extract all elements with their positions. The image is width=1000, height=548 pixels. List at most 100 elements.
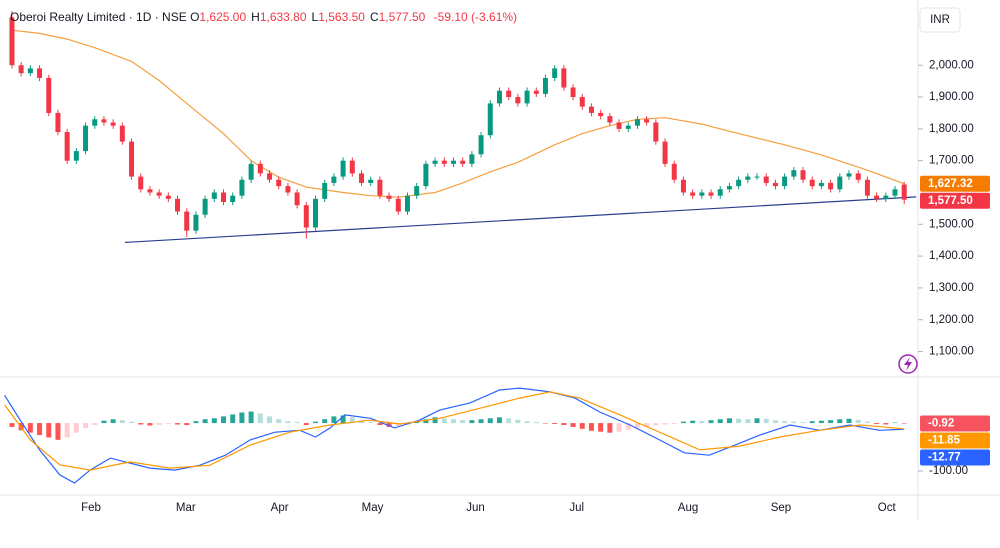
- histogram-bar: [221, 416, 227, 424]
- candle-body: [506, 90, 512, 98]
- histogram-bar: [883, 423, 889, 425]
- candle-body: [276, 179, 282, 187]
- y-tick-label: 2,000.00: [929, 59, 974, 71]
- histogram-bar: [533, 422, 539, 424]
- histogram-bar: [561, 423, 567, 425]
- ohlc-value: 1,625.00: [199, 10, 247, 24]
- candle-body: [460, 160, 466, 164]
- histogram-bar: [634, 423, 640, 428]
- histogram-bar: [745, 419, 751, 424]
- histogram-bar: [211, 418, 217, 424]
- candle-body: [533, 90, 539, 94]
- candle-body: [377, 179, 383, 196]
- x-tick-label: Jun: [466, 502, 485, 514]
- histogram-bar: [542, 423, 548, 424]
- x-tick-label: Aug: [678, 502, 698, 514]
- histogram-bar: [83, 423, 89, 428]
- value-box-label: 1,627.32: [928, 178, 973, 190]
- candle-body: [9, 17, 15, 66]
- candle-body: [257, 163, 263, 174]
- candle-body: [18, 65, 24, 74]
- candle-body: [524, 90, 530, 104]
- histogram-bar: [257, 413, 263, 424]
- candle-body: [193, 214, 199, 231]
- candle-body: [800, 170, 806, 180]
- y-tick-label: 1,700.00: [929, 155, 974, 167]
- histogram-bar: [864, 421, 870, 424]
- currency[interactable]: INR: [930, 14, 950, 26]
- y-tick-label: 1,400.00: [929, 250, 974, 262]
- candle-body: [395, 198, 401, 212]
- histogram-bar: [9, 423, 15, 427]
- histogram-bar: [101, 420, 107, 424]
- value-box: [920, 415, 990, 432]
- alert-icon[interactable]: [898, 354, 918, 374]
- candle-body: [487, 103, 493, 136]
- candle-body: [708, 192, 714, 196]
- histogram-bar: [506, 418, 512, 424]
- signal-line: [4, 391, 905, 471]
- currency-button[interactable]: [919, 7, 961, 33]
- candle-body: [27, 68, 33, 74]
- histogram-bar: [331, 416, 337, 424]
- candle-body: [634, 119, 640, 126]
- candle-body: [699, 192, 705, 196]
- candle-body: [809, 179, 815, 187]
- histogram-bar: [165, 423, 171, 425]
- candle-body: [864, 179, 870, 196]
- histogram-bar: [616, 423, 622, 432]
- histogram-bar: [644, 423, 650, 427]
- y-tick-label: 1,500.00: [929, 218, 974, 230]
- candle-body: [83, 125, 89, 152]
- candle-body: [37, 68, 43, 78]
- candle-body: [230, 195, 236, 203]
- candle-body: [313, 198, 319, 228]
- alert-bolt[interactable]: [904, 357, 912, 371]
- histogram-bar: [579, 423, 585, 429]
- histogram-bar: [570, 423, 576, 427]
- histogram-bar: [276, 419, 282, 424]
- candle-body: [322, 182, 328, 199]
- histogram-bar: [119, 420, 125, 424]
- candle-body: [450, 160, 456, 164]
- candle-body: [625, 125, 631, 129]
- histogram-bar: [386, 423, 392, 427]
- histogram-bar: [524, 421, 530, 424]
- histogram-bar: [874, 423, 880, 425]
- histogram-bar: [322, 419, 328, 424]
- histogram-bar: [552, 423, 558, 425]
- change: -59.10 (-3.61%): [433, 10, 518, 24]
- histogram-bar: [230, 414, 236, 424]
- value-box: [920, 449, 990, 466]
- ohlc-key: H: [251, 10, 260, 24]
- ohlc-key: L: [311, 10, 319, 24]
- histogram-bar: [607, 423, 613, 433]
- histogram-bar: [239, 412, 245, 424]
- histogram-bar: [349, 417, 355, 424]
- candle-body: [901, 184, 907, 200]
- legend-header: Oberoi Realty Limited · 1D · NSE O1,625.…: [10, 10, 522, 24]
- candle-body: [754, 176, 760, 178]
- candle-body: [55, 112, 61, 133]
- x-tick-label: Apr: [271, 502, 289, 514]
- candle-body: [772, 182, 778, 187]
- candle-body: [561, 68, 567, 88]
- candle-body: [736, 179, 742, 187]
- histogram-bar: [395, 423, 401, 426]
- histogram-bar: [717, 419, 723, 424]
- ohlc-key: C: [369, 10, 379, 24]
- histogram-bar: [782, 421, 788, 424]
- candle-body: [129, 141, 135, 177]
- histogram-bar: [763, 418, 769, 424]
- candle-body: [156, 192, 162, 196]
- candle-body: [221, 192, 227, 203]
- candle-body: [211, 192, 217, 199]
- y-tick-label: 1,900.00: [929, 91, 974, 103]
- histogram-bar: [901, 423, 907, 424]
- candle-body: [515, 97, 521, 104]
- x-tick-label: Mar: [176, 502, 196, 514]
- candle-body: [892, 189, 898, 196]
- candle-body: [874, 195, 880, 199]
- candle-body: [671, 163, 677, 180]
